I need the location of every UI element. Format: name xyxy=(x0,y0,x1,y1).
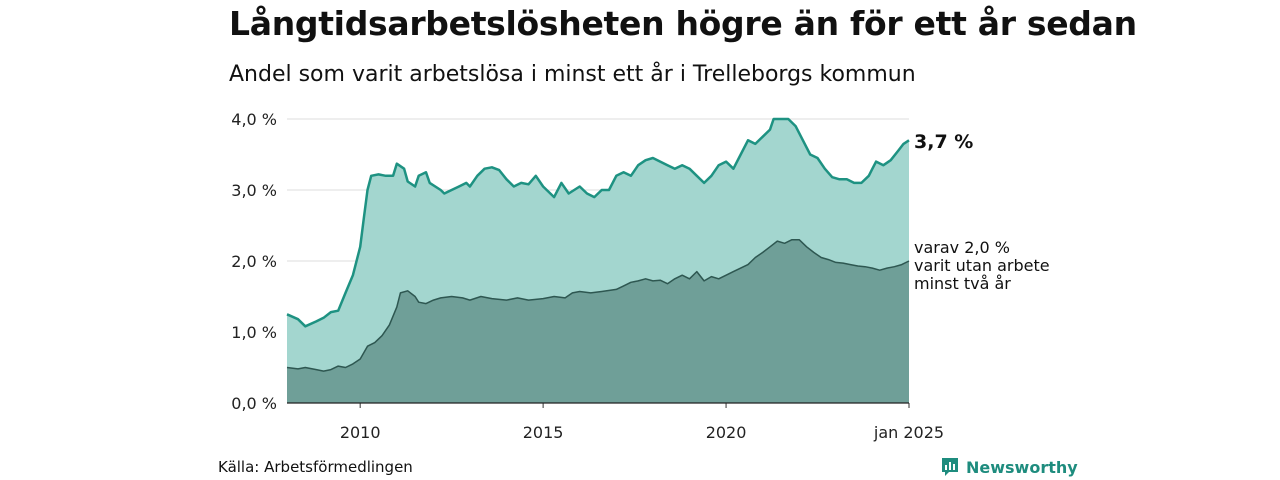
sub-label-line-3: minst två år xyxy=(914,274,1011,293)
line-lower xyxy=(286,238,910,372)
area-lower xyxy=(287,239,909,403)
y-tick-label-3: 3,0 % xyxy=(231,181,277,200)
x-tick-label-1: 2015 xyxy=(523,423,564,442)
line-upper xyxy=(286,117,910,328)
sub-label-line-2: varit utan arbete xyxy=(914,256,1050,275)
y-tick-label-2: 2,0 % xyxy=(231,252,277,271)
x-tick-label-2: 2020 xyxy=(706,423,747,442)
y-tick-label-4: 4,0 % xyxy=(231,110,277,129)
y-tick-label-1: 1,0 % xyxy=(231,323,277,342)
x-tick-label-0: 2010 xyxy=(340,423,381,442)
brand-logo: Newsworthy xyxy=(940,456,1078,478)
end-value-label: 3,7 % xyxy=(914,131,973,153)
axis-labels: 0,0 % 1,0 % 2,0 % 3,0 % 4,0 % 2010 2015 2020 jan… xyxy=(231,110,944,442)
sub-label-line-1: varav 2,0 % xyxy=(914,238,1010,257)
chart-title: Långtidsarbetslösheten högre än för ett … xyxy=(229,4,1137,43)
y-tick-label-0: 0,0 % xyxy=(231,394,277,413)
chart-areas xyxy=(286,117,910,403)
source-note: Källa: Arbetsförmedlingen xyxy=(218,458,413,476)
newsworthy-icon xyxy=(942,458,958,476)
x-tick-label-3: jan 2025 xyxy=(873,423,944,442)
brand-name: Newsworthy xyxy=(966,457,1078,477)
chart-subtitle: Andel som varit arbetslösa i minst ett å… xyxy=(229,62,916,87)
